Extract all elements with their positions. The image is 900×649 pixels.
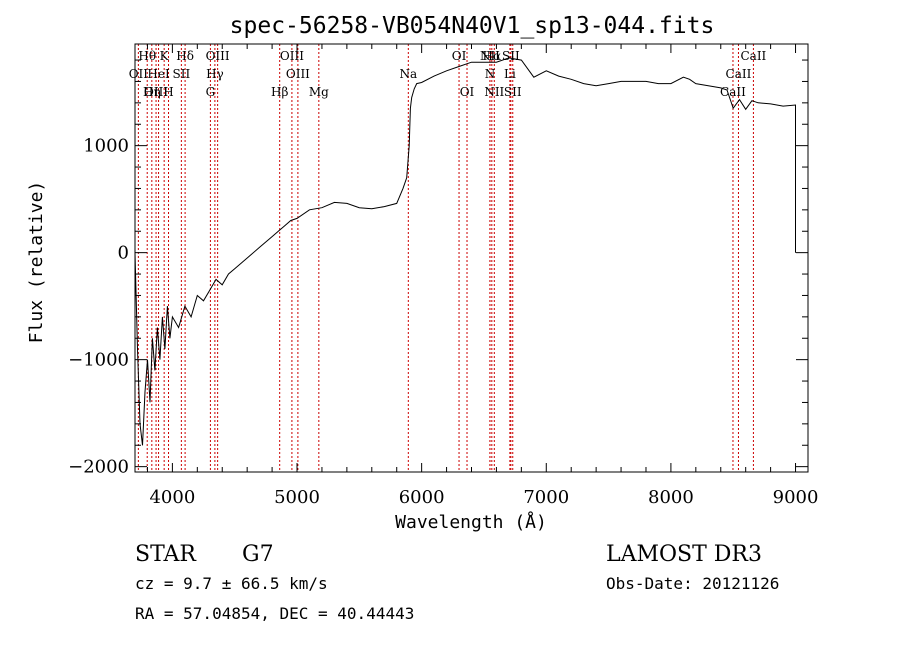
radec-text: RA = 57.04854, DEC = 40.44443 (135, 604, 414, 623)
line-label: Na (399, 67, 417, 81)
line-label: Hβ (271, 85, 288, 99)
line-label: OI (452, 49, 467, 63)
line-label: NII (480, 49, 500, 63)
line-label: OIII (286, 67, 310, 81)
line-label: CaII (726, 67, 752, 81)
line-label: Hγ (206, 67, 224, 81)
line-label: CaII (720, 85, 746, 99)
line-label: OII (129, 67, 149, 81)
line-label: SII (173, 67, 191, 81)
line-label: H (163, 85, 173, 99)
y-tick-label: 0 (118, 243, 129, 264)
x-tick-label: 4000 (149, 487, 195, 508)
x-tick-label: 6000 (399, 487, 445, 508)
line-label: Mg (309, 85, 329, 99)
line-label: Hθ (138, 49, 156, 63)
x-tick-label: 8000 (648, 487, 694, 508)
x-axis-label: Wavelength (Å) (395, 511, 547, 533)
line-markers (137, 44, 754, 472)
subclass-label: G7 (242, 542, 274, 567)
y-axis-ticks: −2000 −1000 0 1000 (68, 59, 808, 478)
class-label: STAR (135, 542, 197, 567)
y-tick-label: −2000 (68, 457, 129, 478)
line-label: Hδ (176, 49, 194, 63)
line-label: OIII (280, 49, 304, 63)
line-label: SII (502, 49, 520, 63)
x-tick-label: 9000 (773, 487, 819, 508)
line-label: OIII (144, 85, 168, 99)
spectrum-series-line (134, 57, 796, 446)
y-axis-label: Flux (relative) (26, 181, 47, 344)
line-label: OIII (206, 49, 230, 63)
line-label: CaII (740, 49, 766, 63)
x-axis-ticks: 4000 5000 6000 7000 8000 9000 (146, 44, 819, 508)
cz-text: cz = 9.7 ± 66.5 km/s (135, 574, 328, 593)
chart-title: spec-56258-VB054N40V1_sp13-044.fits (230, 13, 715, 39)
line-label: Li (504, 67, 516, 81)
plot-frame (134, 43, 809, 473)
x-tick-label: 7000 (523, 487, 569, 508)
y-tick-label: 1000 (83, 136, 129, 157)
line-label: N (485, 67, 496, 81)
y-tick-label: −1000 (68, 350, 129, 371)
x-tick-label: 5000 (274, 487, 320, 508)
line-label: OI (460, 85, 475, 99)
line-label: SII (504, 85, 522, 99)
line-label: Hα (483, 49, 502, 63)
line-label: NII (484, 85, 504, 99)
line-label: HeI (147, 67, 170, 81)
line-label: G (206, 85, 216, 99)
line-label: K (160, 49, 170, 63)
obs-date-text: Obs-Date: 20121126 (606, 574, 779, 593)
survey-label: LAMOST DR3 (606, 542, 762, 567)
line-label: Hη (143, 85, 161, 99)
